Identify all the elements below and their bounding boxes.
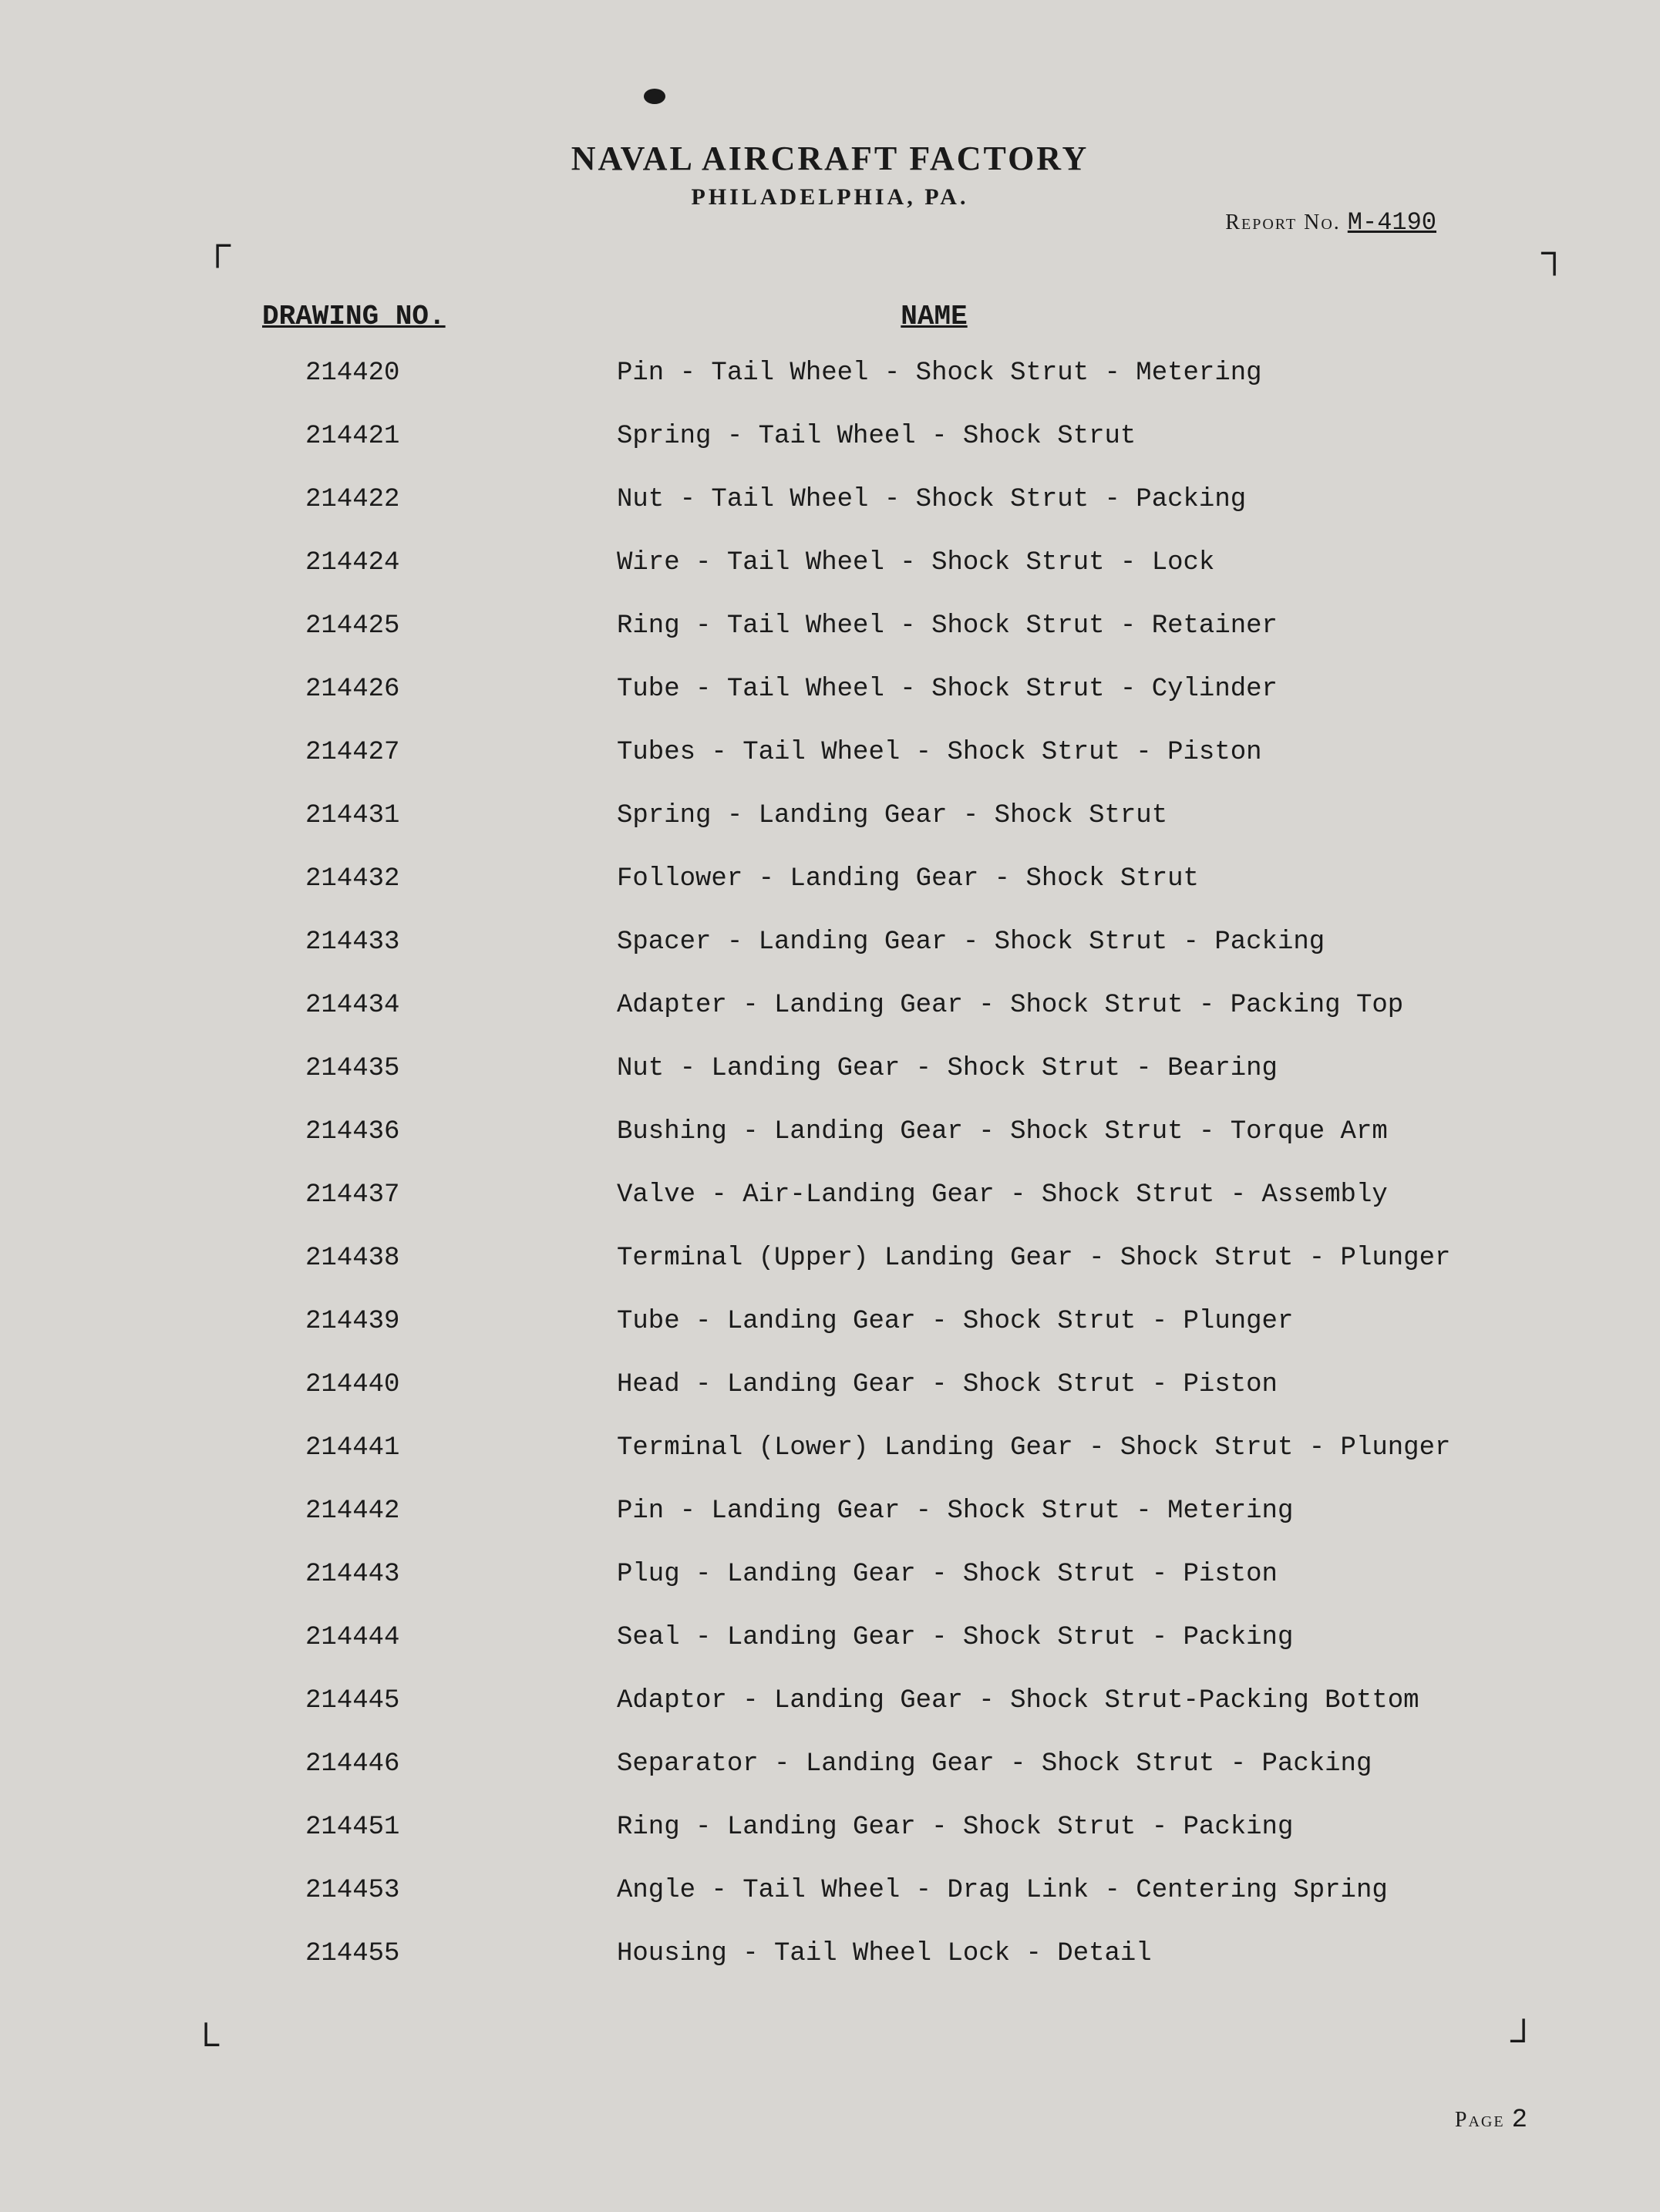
document-page: NAVAL AIRCRAFT FACTORY PHILADELPHIA, PA.… xyxy=(0,0,1660,2212)
part-name: Adaptor - Landing Gear - Shock Strut-Pac… xyxy=(617,1688,1467,1714)
part-name: Head - Landing Gear - Shock Strut - Pist… xyxy=(617,1372,1467,1398)
drawing-number: 214425 xyxy=(262,613,617,639)
crop-mark-top-left: ┌ xyxy=(204,224,231,266)
column-headers: DRAWING NO. NAME xyxy=(262,301,1467,332)
drawing-number: 214440 xyxy=(262,1372,617,1398)
table-row: 214431Spring - Landing Gear - Shock Stru… xyxy=(262,803,1467,829)
drawing-number: 214424 xyxy=(262,550,617,576)
part-name: Nut - Tail Wheel - Shock Strut - Packing xyxy=(617,487,1467,513)
drawing-number: 214426 xyxy=(262,676,617,702)
drawing-number: 214439 xyxy=(262,1308,617,1335)
table-row: 214421Spring - Tail Wheel - Shock Strut xyxy=(262,423,1467,449)
part-name: Spring - Tail Wheel - Shock Strut xyxy=(617,423,1467,449)
drawing-number: 214444 xyxy=(262,1624,617,1651)
drawing-number: 214421 xyxy=(262,423,617,449)
part-name: Tubes - Tail Wheel - Shock Strut - Pisto… xyxy=(617,739,1467,766)
drawing-number: 214445 xyxy=(262,1688,617,1714)
drawing-number: 214432 xyxy=(262,866,617,892)
table-row: 214445Adaptor - Landing Gear - Shock Str… xyxy=(262,1688,1467,1714)
crop-mark-top-right: ┐ xyxy=(1541,231,1567,274)
table-row: 214443Plug - Landing Gear - Shock Strut … xyxy=(262,1561,1467,1587)
part-name: Terminal (Lower) Landing Gear - Shock St… xyxy=(617,1435,1467,1461)
part-name: Tube - Landing Gear - Shock Strut - Plun… xyxy=(617,1308,1467,1335)
drawing-number: 214422 xyxy=(262,487,617,513)
org-title: NAVAL AIRCRAFT FACTORY xyxy=(0,139,1660,178)
drawing-number: 214441 xyxy=(262,1435,617,1461)
table-row: 214426Tube - Tail Wheel - Shock Strut - … xyxy=(262,676,1467,702)
table-row: 214420Pin - Tail Wheel - Shock Strut - M… xyxy=(262,360,1467,386)
table-row: 214436Bushing - Landing Gear - Shock Str… xyxy=(262,1119,1467,1145)
part-name: Bushing - Landing Gear - Shock Strut - T… xyxy=(617,1119,1467,1145)
part-name: Seal - Landing Gear - Shock Strut - Pack… xyxy=(617,1624,1467,1651)
table-row: 214446Separator - Landing Gear - Shock S… xyxy=(262,1751,1467,1777)
part-name: Tube - Tail Wheel - Shock Strut - Cylind… xyxy=(617,676,1467,702)
part-name: Spacer - Landing Gear - Shock Strut - Pa… xyxy=(617,929,1467,955)
org-location: PHILADELPHIA, PA. xyxy=(0,184,1660,210)
part-name: Follower - Landing Gear - Shock Strut xyxy=(617,866,1467,892)
crop-mark-bottom-left: └ xyxy=(193,2023,219,2066)
drawing-number: 214438 xyxy=(262,1245,617,1271)
drawing-number: 214453 xyxy=(262,1877,617,1904)
table-row: 214451Ring - Landing Gear - Shock Strut … xyxy=(262,1814,1467,1840)
ink-smudge xyxy=(644,89,665,104)
drawing-number: 214446 xyxy=(262,1751,617,1777)
part-name: Wire - Tail Wheel - Shock Strut - Lock xyxy=(617,550,1467,576)
table-row: 214444Seal - Landing Gear - Shock Strut … xyxy=(262,1624,1467,1651)
part-name: Spring - Landing Gear - Shock Strut xyxy=(617,803,1467,829)
page-number: Page 2 xyxy=(1455,2106,1529,2135)
table-row: 214441Terminal (Lower) Landing Gear - Sh… xyxy=(262,1435,1467,1461)
table-rows: 214420Pin - Tail Wheel - Shock Strut - M… xyxy=(262,360,1467,1967)
part-name: Nut - Landing Gear - Shock Strut - Beari… xyxy=(617,1055,1467,1082)
table-row: 214453Angle - Tail Wheel - Drag Link - C… xyxy=(262,1877,1467,1904)
table-content: DRAWING NO. NAME 214420Pin - Tail Wheel … xyxy=(262,301,1467,2004)
table-row: 214433Spacer - Landing Gear - Shock Stru… xyxy=(262,929,1467,955)
drawing-number: 214443 xyxy=(262,1561,617,1587)
table-row: 214438Terminal (Upper) Landing Gear - Sh… xyxy=(262,1245,1467,1271)
table-row: 214442Pin - Landing Gear - Shock Strut -… xyxy=(262,1498,1467,1524)
table-row: 214432Follower - Landing Gear - Shock St… xyxy=(262,866,1467,892)
page-number-value: 2 xyxy=(1512,2106,1529,2135)
drawing-number: 214442 xyxy=(262,1498,617,1524)
drawing-number: 214437 xyxy=(262,1182,617,1208)
report-number-label: Report No. xyxy=(1225,210,1340,234)
table-row: 214424Wire - Tail Wheel - Shock Strut - … xyxy=(262,550,1467,576)
drawing-number: 214455 xyxy=(262,1941,617,1967)
table-row: 214437Valve - Air-Landing Gear - Shock S… xyxy=(262,1182,1467,1208)
table-row: 214435Nut - Landing Gear - Shock Strut -… xyxy=(262,1055,1467,1082)
table-row: 214440Head - Landing Gear - Shock Strut … xyxy=(262,1372,1467,1398)
drawing-number: 214433 xyxy=(262,929,617,955)
crop-mark-bottom-right: ┘ xyxy=(1510,2019,1537,2062)
part-name: Adapter - Landing Gear - Shock Strut - P… xyxy=(617,992,1467,1018)
part-name: Angle - Tail Wheel - Drag Link - Centeri… xyxy=(617,1877,1467,1904)
table-row: 214455Housing - Tail Wheel Lock - Detail xyxy=(262,1941,1467,1967)
drawing-number: 214435 xyxy=(262,1055,617,1082)
table-row: 214434Adapter - Landing Gear - Shock Str… xyxy=(262,992,1467,1018)
table-row: 214439Tube - Landing Gear - Shock Strut … xyxy=(262,1308,1467,1335)
report-number-value: M-4190 xyxy=(1348,208,1436,237)
table-row: 214422Nut - Tail Wheel - Shock Strut - P… xyxy=(262,487,1467,513)
drawing-number: 214431 xyxy=(262,803,617,829)
column-header-drawing-no: DRAWING NO. xyxy=(262,301,617,332)
drawing-number: 214434 xyxy=(262,992,617,1018)
report-number: Report No. M-4190 xyxy=(1225,208,1436,237)
part-name: Ring - Landing Gear - Shock Strut - Pack… xyxy=(617,1814,1467,1840)
column-header-name: NAME xyxy=(617,301,1467,332)
part-name: Housing - Tail Wheel Lock - Detail xyxy=(617,1941,1467,1967)
drawing-number: 214427 xyxy=(262,739,617,766)
drawing-number: 214436 xyxy=(262,1119,617,1145)
page-header: NAVAL AIRCRAFT FACTORY PHILADELPHIA, PA. xyxy=(0,139,1660,210)
table-row: 214425Ring - Tail Wheel - Shock Strut - … xyxy=(262,613,1467,639)
part-name: Separator - Landing Gear - Shock Strut -… xyxy=(617,1751,1467,1777)
drawing-number: 214451 xyxy=(262,1814,617,1840)
table-row: 214427Tubes - Tail Wheel - Shock Strut -… xyxy=(262,739,1467,766)
part-name: Terminal (Upper) Landing Gear - Shock St… xyxy=(617,1245,1467,1271)
part-name: Pin - Tail Wheel - Shock Strut - Meterin… xyxy=(617,360,1467,386)
drawing-number: 214420 xyxy=(262,360,617,386)
part-name: Plug - Landing Gear - Shock Strut - Pist… xyxy=(617,1561,1467,1587)
part-name: Valve - Air-Landing Gear - Shock Strut -… xyxy=(617,1182,1467,1208)
part-name: Pin - Landing Gear - Shock Strut - Meter… xyxy=(617,1498,1467,1524)
part-name: Ring - Tail Wheel - Shock Strut - Retain… xyxy=(617,613,1467,639)
page-number-label: Page xyxy=(1455,2108,1505,2132)
